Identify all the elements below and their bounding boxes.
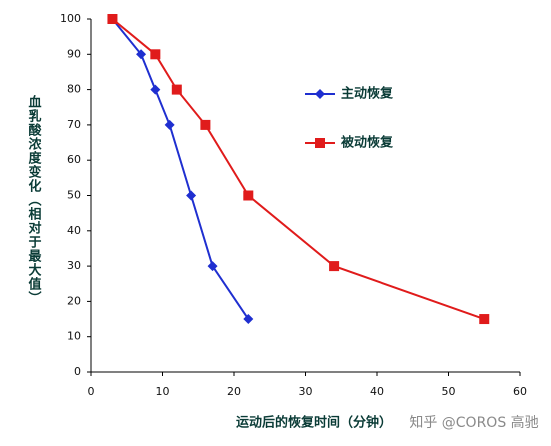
marker	[200, 119, 211, 130]
marker	[150, 49, 161, 60]
y-tick-label: 0	[74, 365, 81, 378]
y-tick-label: 100	[60, 12, 81, 25]
marker	[243, 314, 254, 325]
y-tick-label: 90	[67, 47, 81, 60]
marker	[150, 84, 161, 95]
series-line	[111, 18, 485, 320]
y-tick-label: 80	[67, 83, 81, 96]
y-tick-label: 30	[67, 259, 81, 272]
marker	[207, 261, 218, 272]
y-tick-label: 70	[67, 118, 81, 131]
x-tick-label: 40	[370, 385, 384, 398]
marker	[315, 89, 325, 99]
y-tick-label: 10	[67, 330, 81, 343]
marker	[243, 190, 254, 201]
x-tick-label: 10	[156, 385, 170, 398]
x-tick-label: 50	[442, 385, 456, 398]
y-tick-label: 50	[67, 189, 81, 202]
x-tick-label: 20	[227, 385, 241, 398]
marker	[171, 84, 182, 95]
series-line	[111, 18, 250, 320]
y-tick-label: 20	[67, 294, 81, 307]
marker	[479, 314, 490, 325]
watermark: 知乎 @COROS 高驰	[409, 414, 538, 431]
x-axis-label: 运动后的恢复时间（分钟）	[236, 415, 392, 431]
marker	[164, 119, 175, 130]
x-tick-label: 60	[513, 385, 527, 398]
y-tick-label: 60	[67, 153, 81, 166]
marker	[315, 138, 325, 148]
y-tick-label: 40	[67, 224, 81, 237]
legend-label: 被动恢复	[340, 135, 394, 151]
marker	[136, 49, 147, 60]
marker	[186, 190, 197, 201]
marker	[329, 261, 340, 272]
y-axis-label: 血乳酸浓度变化（相对于最大值）	[26, 94, 43, 305]
x-tick-label: 30	[299, 385, 313, 398]
legend-label: 主动恢复	[341, 86, 394, 102]
x-tick-label: 0	[88, 385, 95, 398]
marker	[107, 14, 118, 24]
